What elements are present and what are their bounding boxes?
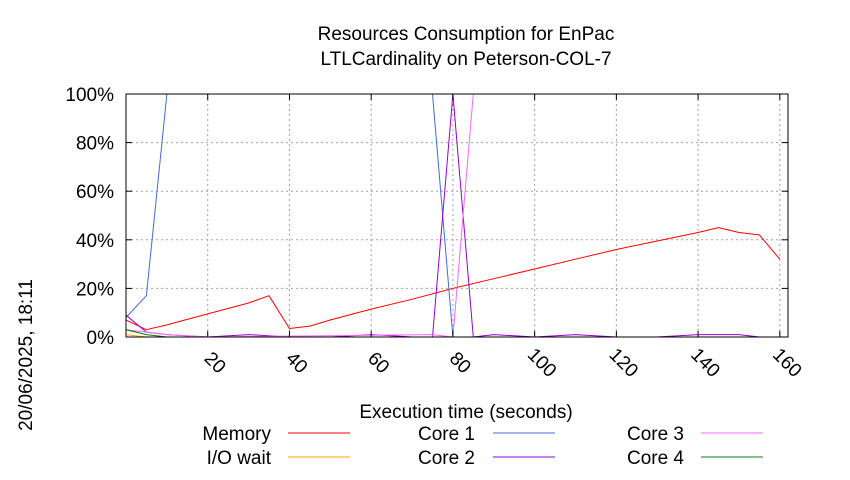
y-tick-label: 100% bbox=[65, 85, 114, 106]
legend: Memory I/O wait Core 1 Core 2 Core 3 Core 4 bbox=[202, 424, 763, 469]
y-axis-ticks: 0% 20% 40% 60% 80% 100% bbox=[65, 85, 788, 349]
series-line-memory bbox=[125, 227, 781, 331]
x-tick-label: 20 bbox=[200, 348, 230, 378]
x-tick-label: 160 bbox=[768, 344, 805, 381]
chart-subtitle: LTLCardinality on Peterson-COL-7 bbox=[320, 49, 611, 70]
legend-label-core-3: Core 3 bbox=[627, 424, 684, 445]
x-tick-label: 40 bbox=[281, 348, 311, 378]
grid bbox=[126, 94, 788, 337]
chart-title: Resources Consumption for EnPac bbox=[318, 24, 615, 45]
x-axis-ticks: 20 40 60 80 100 120 140 160 bbox=[200, 94, 805, 382]
side-timestamp: 20/06/2025, 18:11 bbox=[16, 279, 37, 431]
y-tick-label: 60% bbox=[76, 182, 114, 203]
legend-label-core-1: Core 1 bbox=[418, 424, 475, 445]
legend-label-core-4: Core 4 bbox=[627, 448, 684, 469]
x-tick-label: 140 bbox=[686, 344, 723, 381]
x-axis-label: Execution time (seconds) bbox=[359, 402, 572, 423]
x-tick-label: 80 bbox=[445, 348, 475, 378]
plot-frame bbox=[125, 93, 789, 338]
legend-label-i-o-wait: I/O wait bbox=[207, 448, 272, 469]
y-tick-label: 0% bbox=[87, 328, 115, 349]
legend-label-memory: Memory bbox=[202, 424, 271, 445]
y-tick-label: 20% bbox=[76, 279, 114, 300]
x-tick-label: 120 bbox=[605, 344, 642, 381]
x-tick-label: 60 bbox=[363, 348, 393, 378]
legend-label-core-2: Core 2 bbox=[418, 448, 475, 469]
y-tick-label: 40% bbox=[76, 231, 114, 252]
x-tick-label: 100 bbox=[523, 344, 560, 381]
y-tick-label: 80% bbox=[76, 134, 114, 155]
